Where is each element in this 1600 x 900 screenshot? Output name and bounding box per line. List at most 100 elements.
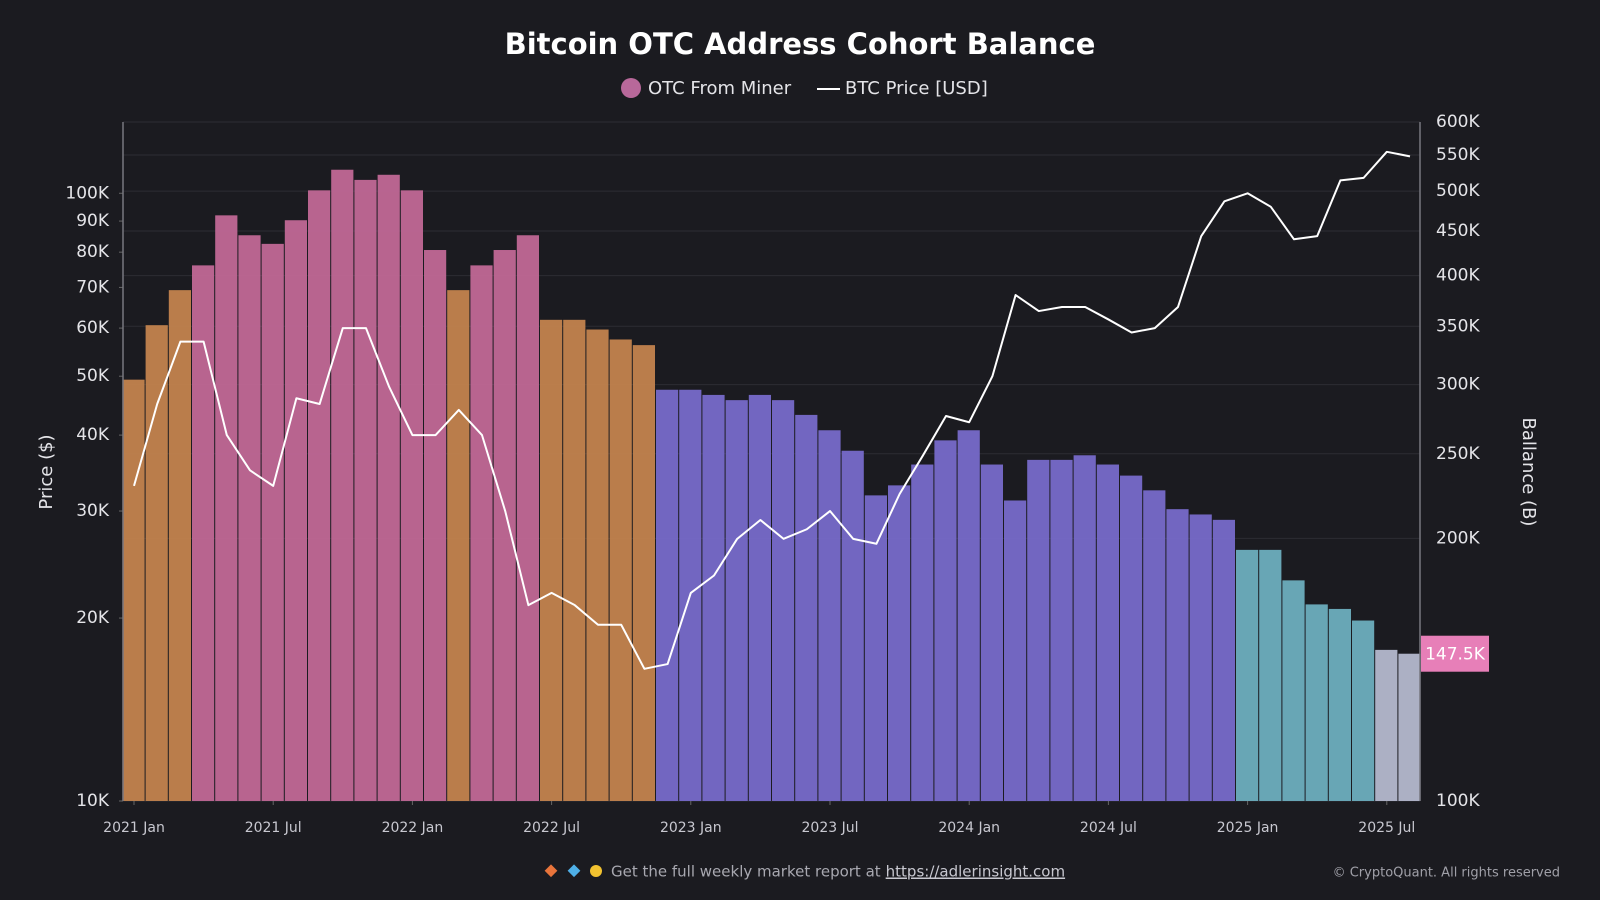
bar: [1143, 490, 1166, 801]
x-tick-label: 2023 Jul: [802, 820, 859, 836]
bar: [980, 464, 1003, 801]
bar: [1096, 464, 1119, 801]
y2-tick-label: 400K: [1436, 266, 1480, 286]
bar: [563, 319, 586, 801]
legend: OTC From Miner BTC Price [USD]: [621, 78, 988, 99]
bar: [888, 485, 911, 801]
bar: [261, 243, 284, 802]
y-tick-label: 90K: [76, 211, 110, 231]
bar: [215, 215, 238, 802]
bar: [609, 339, 632, 801]
bar: [1027, 459, 1050, 801]
bar: [864, 495, 887, 801]
bar: [168, 290, 191, 801]
price-line: [133, 150, 1411, 670]
bar: [145, 325, 168, 801]
legend-label[interactable]: BTC Price [USD]: [845, 78, 988, 99]
x-tick-label: 2025 Jan: [1217, 820, 1279, 836]
bar: [354, 179, 377, 802]
y-tick-label: 10K: [76, 791, 110, 811]
y-tick-label: 50K: [76, 366, 110, 386]
bar: [1050, 459, 1073, 801]
footer: Get the full weekly market report at htt…: [544, 863, 1560, 881]
bar: [470, 265, 493, 801]
legend-label[interactable]: OTC From Miner: [648, 78, 792, 99]
bar: [586, 329, 609, 801]
bar: [1375, 649, 1398, 801]
bar: [122, 379, 145, 801]
bar: [656, 389, 679, 801]
x-tick-label: 2023 Jan: [660, 820, 722, 836]
bar: [748, 394, 771, 801]
y2-tick-label: 100K: [1436, 791, 1480, 811]
y-tick-label: 60K: [76, 318, 110, 338]
y-axis-title: Price ($): [36, 434, 57, 509]
x-tick-label: 2021 Jul: [245, 820, 302, 836]
footer-text: Get the full weekly market report at: [611, 863, 881, 881]
bars: [122, 169, 1421, 802]
y-tick-label: 100K: [65, 183, 109, 203]
x-tick-label: 2024 Jul: [1080, 820, 1137, 836]
bar: [1189, 514, 1212, 801]
bar: [284, 220, 307, 801]
y2-tick-label: 450K: [1436, 221, 1480, 241]
y2-tick-label: 200K: [1436, 528, 1480, 548]
bar: [1305, 604, 1328, 801]
chart-title: Bitcoin OTC Address Cohort Balance: [505, 27, 1096, 61]
y-tick-label: 80K: [76, 242, 110, 262]
bar: [516, 235, 539, 802]
y2-tick-label: 500K: [1436, 181, 1480, 201]
bar: [1282, 580, 1305, 801]
bar: [818, 430, 841, 801]
value-label: 147.5K: [1425, 645, 1486, 665]
y-tick-label: 40K: [76, 425, 110, 445]
bar: [192, 265, 215, 801]
y-tick-label: 30K: [76, 501, 110, 521]
bar: [1398, 653, 1421, 801]
y2-tick-label: 600K: [1436, 112, 1480, 132]
bar: [795, 414, 818, 801]
bar: [702, 394, 725, 801]
y2-axis-title: Ballance (B): [1518, 418, 1539, 527]
bar: [1004, 500, 1027, 801]
value-label-box: [1421, 635, 1489, 672]
bar: [400, 190, 423, 801]
bar: [1212, 519, 1235, 801]
bar: [1259, 549, 1282, 801]
footer-link[interactable]: https://adlerinsight.com: [886, 863, 1065, 881]
bar: [911, 464, 934, 801]
x-tick-label: 2024 Jan: [938, 820, 1000, 836]
bar: [493, 250, 516, 801]
x-tick-label: 2025 Jul: [1358, 820, 1415, 836]
bar: [934, 440, 957, 801]
icon: [567, 864, 581, 878]
bar: [1328, 608, 1351, 801]
bar: [540, 319, 563, 801]
icon: [590, 865, 602, 877]
bar: [424, 250, 447, 801]
bar: [632, 345, 655, 801]
bar: [331, 169, 354, 801]
bar: [447, 290, 470, 801]
bar: [1166, 509, 1189, 801]
bar: [308, 190, 331, 801]
x-tick-label: 2021 Jan: [103, 820, 165, 836]
y-tick-label: 70K: [76, 277, 110, 297]
copyright: © CryptoQuant. All rights reserved: [1333, 866, 1560, 881]
x-tick-label: 2022 Jan: [382, 820, 444, 836]
y2-tick-label: 350K: [1436, 316, 1480, 336]
bar: [1236, 549, 1259, 801]
icon: [544, 864, 558, 878]
bar: [725, 400, 748, 801]
bar: [957, 430, 980, 801]
bar: [1352, 620, 1375, 801]
y2-tick-label: 250K: [1436, 444, 1480, 464]
bar: [1120, 475, 1143, 801]
legend-marker: [621, 78, 641, 98]
y2-tick-label: 550K: [1436, 145, 1480, 165]
bar: [841, 450, 864, 801]
bar: [772, 400, 795, 801]
bar: [1073, 455, 1096, 801]
x-tick-label: 2022 Jul: [523, 820, 580, 836]
